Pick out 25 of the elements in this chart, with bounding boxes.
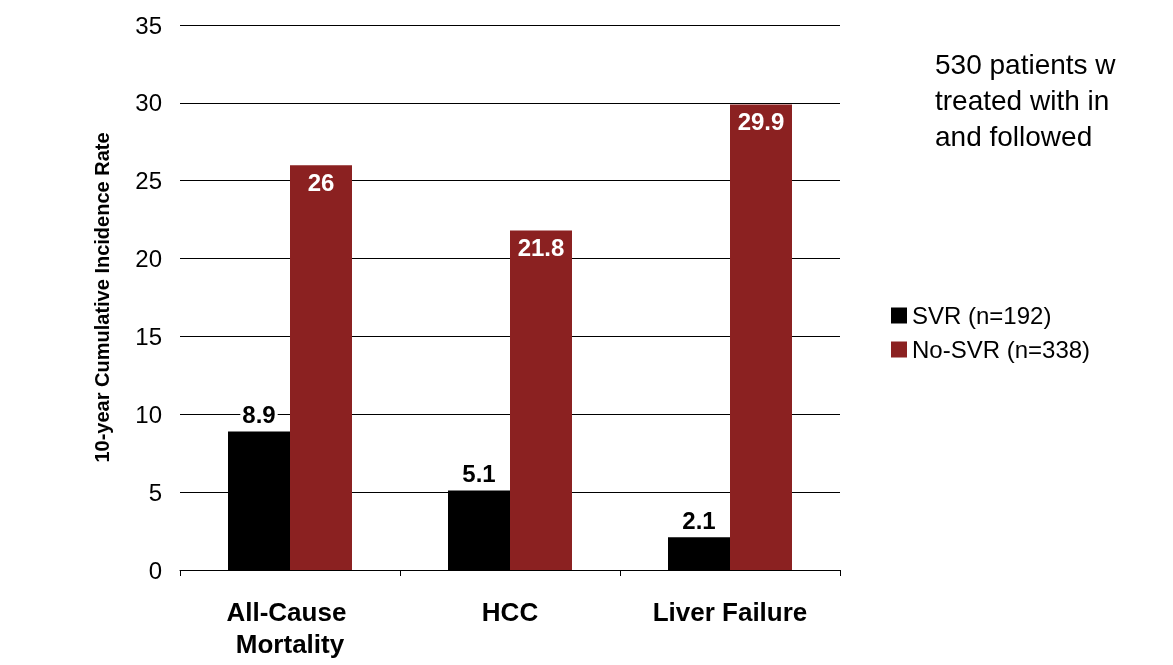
data-label: 21.8 <box>517 234 565 262</box>
bar <box>668 537 730 570</box>
legend-label: No-SVR (n=338) <box>912 336 1091 363</box>
text: 530 patients w treated with in and followed <box>935 48 1117 152</box>
x-tick-label: Liver Failure <box>652 597 808 627</box>
legend-label: SVR (n=192) <box>912 302 1052 329</box>
y-tick-label: 25 <box>135 167 162 195</box>
data-label: 5.1 <box>462 460 496 488</box>
data-label: 29.9 <box>737 107 785 135</box>
data-label: 8.9 <box>242 400 276 428</box>
bar <box>510 230 572 570</box>
y-tick-label: 0 <box>148 556 162 584</box>
bar <box>730 104 792 570</box>
bar <box>290 165 352 570</box>
y-axis-title: 10-year Cumulative Incidence Rate <box>91 132 113 463</box>
x-tick-label: All-Cause Mortality <box>226 597 354 659</box>
x-tick-label: HCC <box>481 597 539 627</box>
data-label: 26 <box>307 168 335 196</box>
data-label: 2.1 <box>682 506 716 534</box>
y-tick-label: 30 <box>135 89 162 117</box>
y-tick-label: 10 <box>135 400 162 428</box>
y-tick-label: 20 <box>135 245 162 273</box>
y-tick-label: 15 <box>135 322 162 350</box>
y-tick-label: 35 <box>135 11 162 39</box>
y-tick-label: 5 <box>148 478 162 506</box>
